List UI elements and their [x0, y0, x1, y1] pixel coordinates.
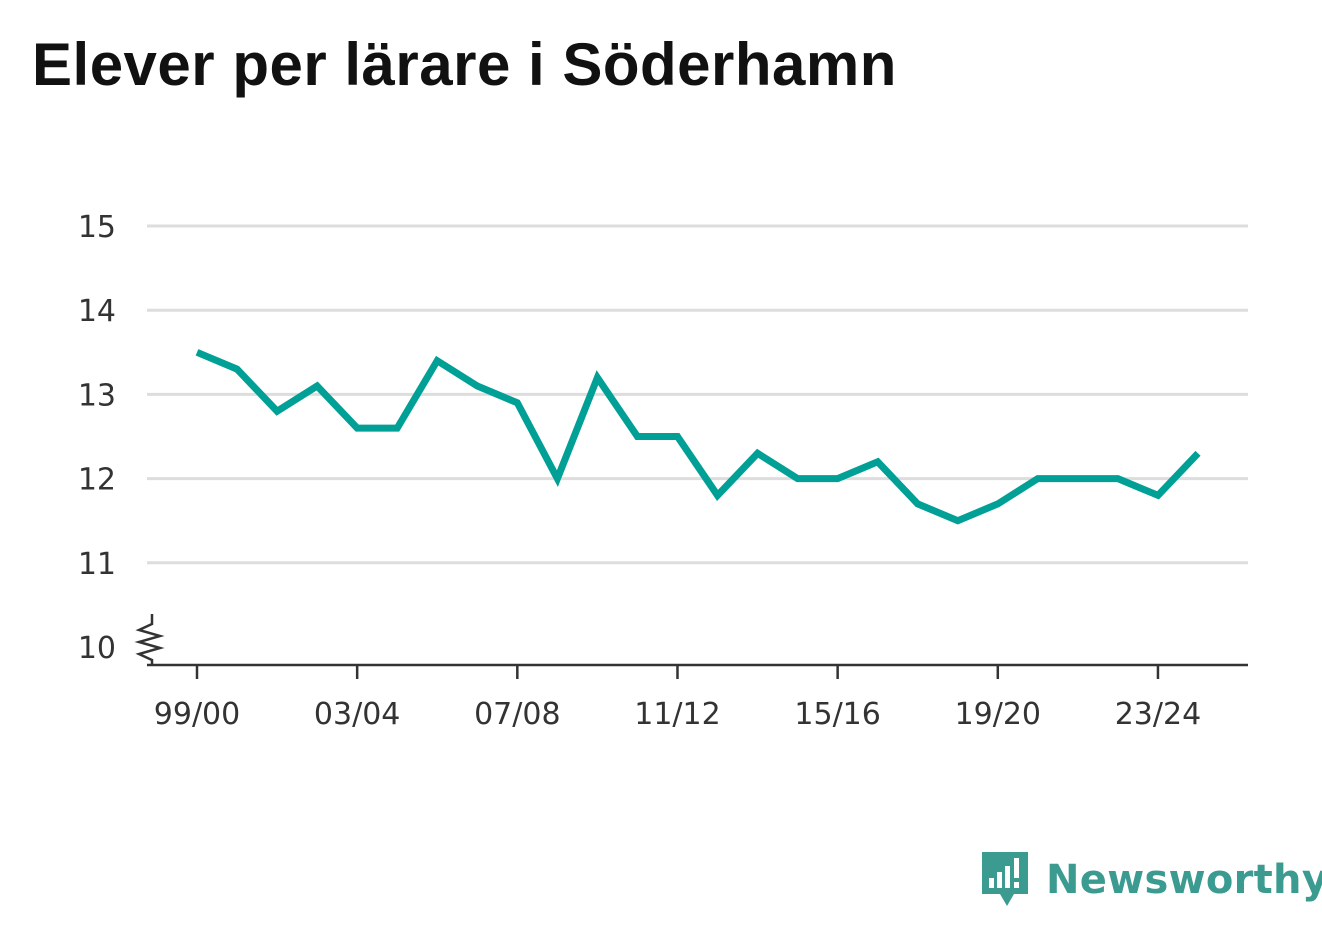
x-tick-label: 23/24	[1115, 697, 1201, 732]
x-tick-label: 07/08	[474, 697, 560, 732]
y-axis-labels: 10 11 12 13 14 15	[78, 210, 116, 666]
y-tick-label: 12	[78, 463, 116, 498]
brand-name: Newsworthy	[1046, 857, 1322, 903]
series-line	[195, 349, 1201, 525]
x-tick-label: 99/00	[154, 697, 240, 732]
y-tick-label: 14	[78, 294, 116, 329]
chart-title: Elever per lärare i Söderhamn	[32, 31, 897, 98]
x-axis-ticks: 99/00 03/04 07/08 11/12 15/16 19/20 23/24	[154, 665, 1201, 732]
x-tick-label: 03/04	[314, 697, 400, 732]
newsworthy-logo-icon	[982, 852, 1028, 906]
x-tick-label: 15/16	[794, 697, 880, 732]
gridlines	[147, 224, 1248, 565]
y-tick-label: 10	[78, 631, 116, 666]
y-axis-break-icon	[134, 614, 165, 665]
x-tick-label: 19/20	[955, 697, 1041, 732]
brand: Newsworthy	[980, 850, 1322, 910]
y-tick-label: 13	[78, 378, 116, 413]
x-tick-label: 11/12	[634, 697, 720, 732]
y-tick-label: 15	[78, 210, 116, 245]
y-tick-label: 11	[78, 547, 116, 582]
